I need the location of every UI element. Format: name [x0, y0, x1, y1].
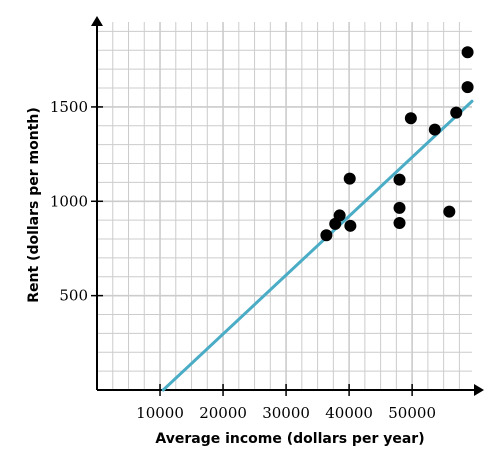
- data-point: [393, 173, 406, 186]
- x-tick-label: 50000: [388, 404, 436, 422]
- data-point: [443, 205, 456, 218]
- y-tick-label: 1000: [50, 192, 88, 210]
- x-axis-arrow: [474, 384, 484, 396]
- data-points: [320, 46, 474, 242]
- data-point: [333, 209, 346, 222]
- data-point: [404, 112, 417, 125]
- x-axis-title: Average income (dollars per year): [155, 431, 424, 447]
- x-tick-label: 20000: [199, 404, 247, 422]
- data-point: [393, 201, 406, 214]
- data-point: [320, 229, 333, 242]
- tick-labels: 10000 20000 30000 40000 50000 500 1000 1500: [50, 98, 436, 422]
- y-axis-arrow: [91, 16, 103, 26]
- y-tick-label: 500: [59, 287, 88, 305]
- data-point: [344, 219, 357, 232]
- x-tick-label: 40000: [325, 404, 373, 422]
- trend-line: [161, 99, 474, 392]
- data-point: [393, 216, 406, 229]
- x-tick-label: 10000: [136, 404, 184, 422]
- data-point: [461, 46, 474, 59]
- data-point: [450, 106, 463, 119]
- axes: [91, 16, 484, 396]
- data-point: [428, 123, 441, 136]
- ticks: [91, 106, 413, 396]
- data-point: [461, 81, 474, 94]
- y-tick-label: 1500: [50, 98, 88, 116]
- grid: [97, 22, 472, 390]
- data-point: [343, 172, 356, 185]
- y-axis-title: Rent (dollars per month): [26, 107, 42, 303]
- x-tick-label: 30000: [262, 404, 310, 422]
